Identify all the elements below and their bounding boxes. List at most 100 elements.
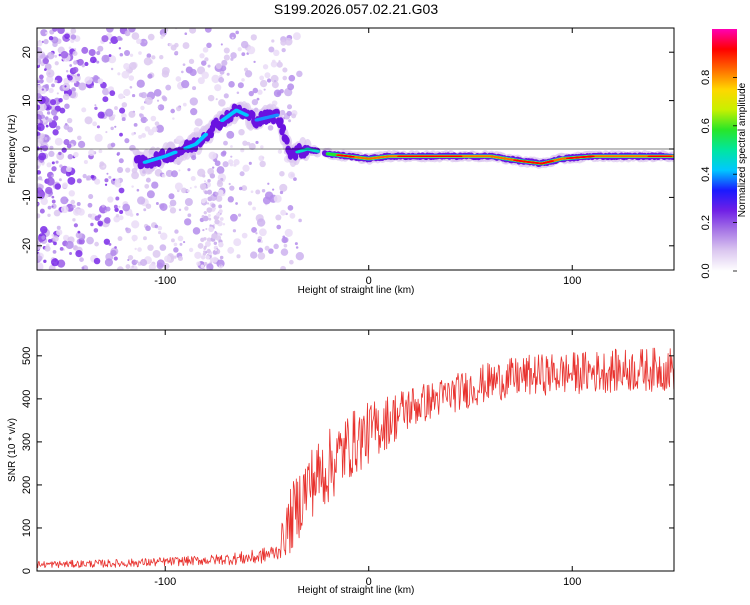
spectrogram-noise-blob xyxy=(291,113,297,119)
spectrogram-noise-blob xyxy=(248,90,254,97)
spectrogram-noise-blob xyxy=(104,178,109,183)
spectrogram-noise-blob xyxy=(117,72,121,76)
spectrogram-noise-blob xyxy=(160,35,164,39)
spectrogram-image xyxy=(37,28,674,270)
spectrogram-noise-blob xyxy=(114,207,119,212)
spectrogram-ridge-peak xyxy=(667,155,673,158)
spectrogram-noise-blob xyxy=(257,247,264,253)
spectrogram-noise-blob xyxy=(131,185,134,188)
spectrogram-noise-blob xyxy=(73,80,77,84)
snr-x-tick-label: 0 xyxy=(366,576,372,588)
spectrogram-noise-blob xyxy=(51,199,56,204)
spectrogram-noise-blob xyxy=(138,51,142,55)
spectrogram-noise-blob xyxy=(176,106,182,112)
spectrogram-y-label: Frequency (Hz) xyxy=(7,115,18,184)
spectrogram-x-tick-label: 100 xyxy=(563,275,581,287)
spectrogram-noise-blob xyxy=(45,31,48,35)
spectrogram-noise-blob xyxy=(42,145,49,152)
spectrogram-noise-blob xyxy=(46,51,55,60)
spectrogram-noise-blob xyxy=(38,152,47,161)
spectrogram-noise-blob xyxy=(164,255,172,263)
spectrogram-noise-blob xyxy=(96,50,101,56)
spectrogram-noise-blob xyxy=(246,46,256,55)
colorbar-tick-label: 0.4 xyxy=(700,167,712,182)
spectrogram-noise-blob xyxy=(39,133,45,139)
spectrogram-noise-blob xyxy=(88,194,94,200)
spectrogram-noise-blob xyxy=(215,195,223,202)
spectrogram-noise-blob xyxy=(151,181,159,189)
spectrogram-noise-blob xyxy=(73,60,78,65)
spectrogram-noise-blob xyxy=(70,38,75,44)
spectrogram-noise-blob xyxy=(45,124,49,128)
spectrogram-noise-blob xyxy=(128,110,136,118)
spectrogram-noise-blob xyxy=(40,29,48,37)
spectrogram-noise-blob xyxy=(178,208,182,212)
spectrogram-noise-blob xyxy=(37,165,40,170)
spectrogram-noise-blob xyxy=(138,92,144,98)
spectrogram-noise-blob xyxy=(177,235,184,242)
spectrogram-ridge-peak xyxy=(173,150,178,154)
spectrogram-noise-blob xyxy=(72,66,79,73)
spectrogram-noise-blob xyxy=(105,131,108,134)
spectrogram-noise-blob xyxy=(266,78,272,83)
spectrogram-noise-blob xyxy=(107,196,114,203)
spectrogram-noise-blob xyxy=(145,203,152,209)
spectrogram-noise-blob xyxy=(46,75,54,84)
figure-title: S199.2026.057.02.21.G03 xyxy=(274,1,438,17)
spectrogram-noise-blob xyxy=(57,259,66,268)
spectrogram-noise-blob xyxy=(66,117,73,124)
spectrogram-noise-blob xyxy=(106,172,109,175)
spectrogram-noise-blob xyxy=(184,32,188,36)
spectrogram-noise-blob xyxy=(236,91,240,94)
spectrogram-noise-blob xyxy=(118,47,122,50)
spectrogram-noise-blob xyxy=(236,254,241,259)
spectrogram-noise-blob xyxy=(208,226,214,233)
spectrogram-noise-blob xyxy=(51,205,54,208)
spectrogram-noise-blob xyxy=(233,238,242,247)
spectrogram-noise-blob xyxy=(124,138,130,144)
spectrogram-noise-blob xyxy=(67,154,73,160)
spectrogram-noise-blob xyxy=(77,140,86,149)
spectrogram-noise-blob xyxy=(252,206,256,211)
spectrogram-noise-blob xyxy=(255,232,258,235)
spectrogram-ridge-peak xyxy=(274,113,280,117)
spectrogram-noise-blob xyxy=(281,47,286,53)
spectrogram-noise-blob xyxy=(286,104,293,110)
spectrogram-noise-blob xyxy=(217,179,223,185)
spectrogram-noise-blob xyxy=(160,232,168,240)
spectrogram-noise-blob xyxy=(136,38,142,45)
spectrogram-noise-blob xyxy=(46,69,55,78)
spectrogram-noise-blob xyxy=(279,170,285,177)
spectrogram-noise-blob xyxy=(101,204,105,208)
spectrogram-noise-blob xyxy=(229,32,237,40)
spectrogram-noise-blob xyxy=(48,264,56,270)
spectrogram-noise-blob xyxy=(203,262,208,266)
spectrogram-noise-blob xyxy=(267,125,274,131)
spectrogram-noise-blob xyxy=(37,262,44,270)
spectrogram-noise-blob xyxy=(205,186,208,189)
spectrogram-noise-blob xyxy=(282,67,288,73)
spectrogram-noise-blob xyxy=(287,205,294,211)
spectrogram-noise-blob xyxy=(113,256,118,261)
spectrogram-noise-blob xyxy=(157,225,163,231)
spectrogram-noise-blob xyxy=(186,189,190,193)
spectrogram-noise-blob xyxy=(221,59,228,67)
spectrogram-noise-blob xyxy=(214,248,218,252)
spectrogram-noise-blob xyxy=(189,28,197,34)
spectrogram-noise-blob xyxy=(273,49,280,57)
spectrogram-noise-blob xyxy=(76,73,80,77)
spectrogram-noise-blob xyxy=(37,213,41,219)
spectrogram-noise-blob xyxy=(232,229,237,233)
spectrogram-noise-blob xyxy=(204,245,207,249)
spectrogram-noise-blob xyxy=(282,75,288,81)
spectrogram-noise-blob xyxy=(64,33,70,39)
spectrogram-ridge-peak xyxy=(244,113,249,117)
spectrogram-noise-blob xyxy=(175,76,182,82)
spectrogram-noise-blob xyxy=(187,168,191,172)
spectrogram-noise-blob xyxy=(73,48,77,51)
spectrogram-noise-blob xyxy=(51,258,59,267)
spectrogram-noise-blob xyxy=(250,251,258,259)
spectrogram-noise-blob xyxy=(46,177,55,186)
spectrogram-noise-blob xyxy=(197,77,205,85)
